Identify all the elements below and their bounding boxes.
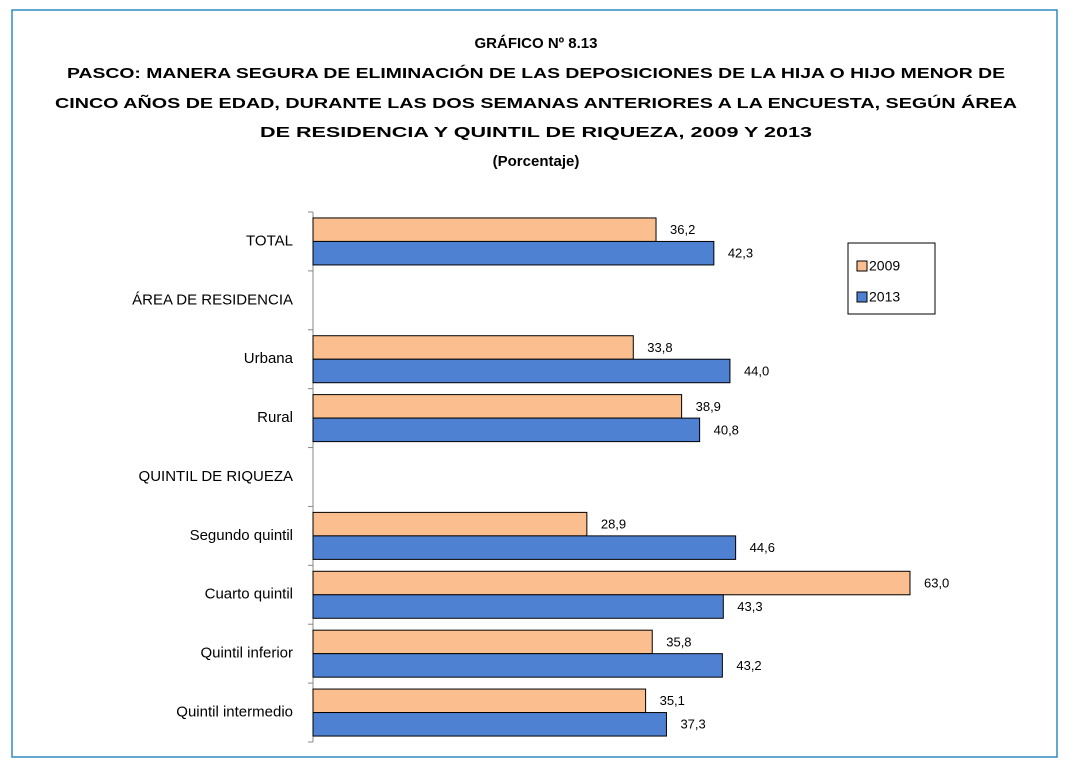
bar: [312, 358, 731, 384]
y-tick-label: ÁREA DE RESIDENCIA: [132, 291, 293, 308]
bar: [312, 217, 657, 242]
legend-label: 2009: [869, 258, 900, 274]
legend-label: 2013: [869, 289, 900, 305]
value-label: 36,2: [670, 222, 695, 237]
value-label: 43,2: [736, 658, 761, 673]
value-label: 37,3: [680, 717, 705, 732]
value-label: 35,8: [666, 634, 691, 649]
bar: [312, 629, 653, 655]
value-label: 43,3: [737, 599, 762, 614]
y-tick-label: Cuarto quintil: [205, 586, 293, 603]
y-tick-label: Segundo quintil: [190, 527, 293, 544]
value-label: 38,9: [696, 399, 721, 414]
bar: [312, 417, 701, 443]
y-tick-label: Rural: [257, 409, 293, 426]
y-tick-label: TOTAL: [246, 232, 293, 249]
value-label: 35,1: [660, 693, 685, 708]
bar: [312, 712, 667, 737]
legend-swatch: [856, 260, 868, 272]
value-label: 63,0: [924, 575, 949, 590]
legend-swatch: [856, 291, 868, 303]
chart-subtitle: (Porcentaje): [493, 153, 580, 170]
bar: [312, 335, 634, 360]
value-label: 42,3: [728, 246, 753, 261]
bar: [312, 594, 724, 619]
y-tick-label: QUINTIL DE RIQUEZA: [139, 468, 293, 485]
frame: [11, 9, 1058, 758]
value-label: 28,9: [601, 517, 626, 532]
value-label: 44,6: [750, 540, 775, 555]
chart-title: GRÁFICO Nº 8.13: [474, 35, 597, 52]
chart-title: DE RESIDENCIA Y QUINTIL DE RIQUEZA, 2009…: [260, 124, 812, 141]
value-label: 44,0: [744, 363, 769, 378]
bar: [312, 394, 683, 419]
bar: [312, 511, 588, 537]
bar: [312, 535, 737, 560]
chart-title: CINCO AÑOS DE EDAD, DURANTE LAS DOS SEMA…: [55, 94, 1017, 112]
bar: [312, 570, 911, 596]
y-tick-label: Urbana: [244, 350, 294, 367]
chart-title: PASCO: MANERA SEGURA DE ELIMINACIÓN DE L…: [67, 64, 1005, 82]
value-label: 33,8: [647, 340, 672, 355]
bar: [312, 240, 715, 266]
y-tick-label: Quintil intermedio: [176, 704, 293, 721]
bar: [312, 688, 647, 714]
bar: [312, 653, 723, 678]
y-tick-label: Quintil inferior: [200, 645, 293, 662]
value-label: 40,8: [714, 422, 739, 437]
